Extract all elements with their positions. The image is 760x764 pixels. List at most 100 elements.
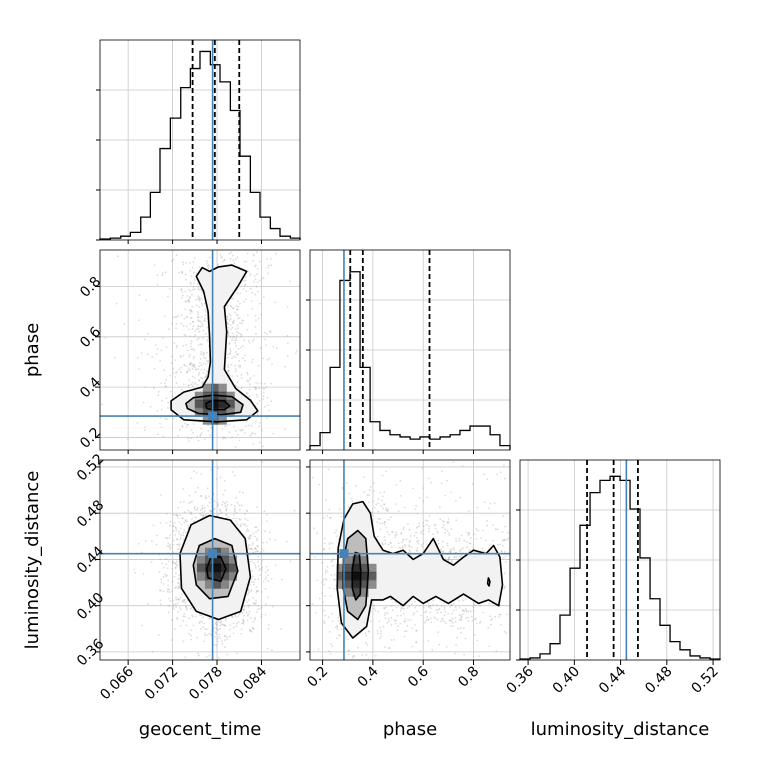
sample-point bbox=[459, 550, 462, 553]
x-tick-label: 0.084 bbox=[231, 663, 271, 703]
sample-point bbox=[481, 547, 484, 550]
y-tick-label: 0.48 bbox=[74, 497, 107, 530]
sample-point bbox=[224, 506, 227, 508]
sample-point bbox=[183, 511, 186, 514]
sample-point bbox=[172, 539, 175, 542]
sample-point bbox=[198, 622, 201, 624]
sample-point bbox=[179, 583, 181, 586]
sample-point bbox=[177, 574, 180, 577]
sample-point bbox=[221, 256, 224, 258]
sample-point bbox=[203, 356, 205, 359]
density-cell bbox=[202, 415, 211, 425]
sample-point bbox=[331, 542, 334, 545]
sample-point bbox=[407, 523, 409, 525]
sample-point bbox=[190, 309, 193, 311]
sample-point bbox=[168, 560, 170, 563]
sample-point bbox=[390, 624, 393, 626]
sample-point bbox=[239, 346, 242, 349]
sample-point bbox=[174, 562, 177, 565]
sample-point bbox=[197, 313, 200, 316]
sample-point bbox=[180, 366, 183, 369]
sample-point bbox=[262, 277, 265, 279]
sample-point bbox=[192, 321, 194, 323]
sample-point bbox=[414, 508, 417, 510]
sample-point bbox=[201, 504, 204, 507]
sample-point bbox=[451, 548, 453, 551]
sample-point bbox=[440, 620, 442, 623]
sample-point bbox=[338, 619, 340, 622]
sample-point bbox=[250, 588, 253, 591]
sample-point bbox=[440, 605, 443, 607]
sample-point bbox=[247, 547, 250, 550]
sample-point bbox=[235, 351, 237, 353]
sample-point bbox=[243, 523, 245, 526]
sample-point bbox=[175, 598, 178, 601]
sample-point bbox=[395, 533, 398, 536]
sample-point bbox=[226, 315, 229, 318]
sample-point bbox=[256, 560, 259, 563]
sample-point bbox=[438, 607, 441, 610]
sample-point bbox=[255, 387, 258, 390]
sample-point bbox=[136, 357, 139, 359]
sample-point bbox=[189, 312, 192, 315]
sample-point bbox=[175, 254, 178, 257]
sample-point bbox=[443, 606, 446, 608]
y-tick-label: 0.44 bbox=[74, 543, 107, 576]
sample-point bbox=[472, 483, 474, 485]
sample-point bbox=[236, 308, 238, 311]
sample-point bbox=[416, 527, 419, 529]
sample-point bbox=[445, 622, 447, 625]
sample-point bbox=[254, 547, 257, 549]
sample-point bbox=[193, 364, 196, 367]
sample-point bbox=[192, 320, 194, 323]
sample-point bbox=[348, 653, 350, 656]
sample-point bbox=[377, 632, 379, 635]
sample-point bbox=[328, 650, 330, 653]
sample-point bbox=[252, 602, 255, 605]
sample-point bbox=[373, 506, 376, 509]
sample-point bbox=[390, 605, 393, 608]
sample-point bbox=[227, 366, 230, 368]
sample-point bbox=[246, 379, 249, 382]
sample-point bbox=[194, 257, 196, 259]
sample-point bbox=[432, 599, 435, 602]
sample-point bbox=[219, 622, 222, 624]
sample-point bbox=[326, 515, 329, 517]
sample-point bbox=[504, 539, 506, 541]
sample-point bbox=[382, 507, 384, 510]
sample-point bbox=[437, 539, 439, 542]
sample-point bbox=[236, 523, 239, 525]
sample-point bbox=[237, 300, 240, 303]
panel-hist_phase bbox=[306, 249, 511, 451]
sample-point bbox=[189, 296, 191, 298]
sample-point bbox=[450, 528, 453, 530]
sample-point bbox=[328, 630, 331, 633]
sample-point bbox=[431, 648, 434, 651]
sample-point bbox=[196, 338, 199, 341]
sample-point bbox=[174, 562, 177, 565]
histogram-bar bbox=[220, 82, 230, 240]
sample-point bbox=[457, 627, 460, 630]
sample-point bbox=[285, 540, 288, 543]
contour-line bbox=[486, 577, 491, 587]
sample-point bbox=[268, 538, 271, 540]
histogram-bar bbox=[500, 446, 510, 450]
sample-point bbox=[430, 621, 433, 624]
density-cell bbox=[194, 399, 203, 409]
sample-point bbox=[241, 429, 244, 431]
sample-point bbox=[186, 316, 189, 319]
sample-point bbox=[223, 634, 226, 637]
sample-point bbox=[441, 470, 444, 473]
sample-point bbox=[114, 356, 116, 359]
sample-point bbox=[380, 504, 382, 507]
sample-point bbox=[157, 433, 159, 435]
sample-point bbox=[201, 381, 204, 384]
sample-point bbox=[193, 470, 195, 473]
sample-point bbox=[256, 545, 259, 548]
sample-point bbox=[424, 611, 427, 614]
sample-point bbox=[153, 367, 156, 370]
sample-point bbox=[207, 359, 210, 362]
x-axis-label: luminosity_distance bbox=[531, 719, 710, 740]
sample-point bbox=[467, 610, 470, 613]
sample-point bbox=[229, 314, 232, 317]
